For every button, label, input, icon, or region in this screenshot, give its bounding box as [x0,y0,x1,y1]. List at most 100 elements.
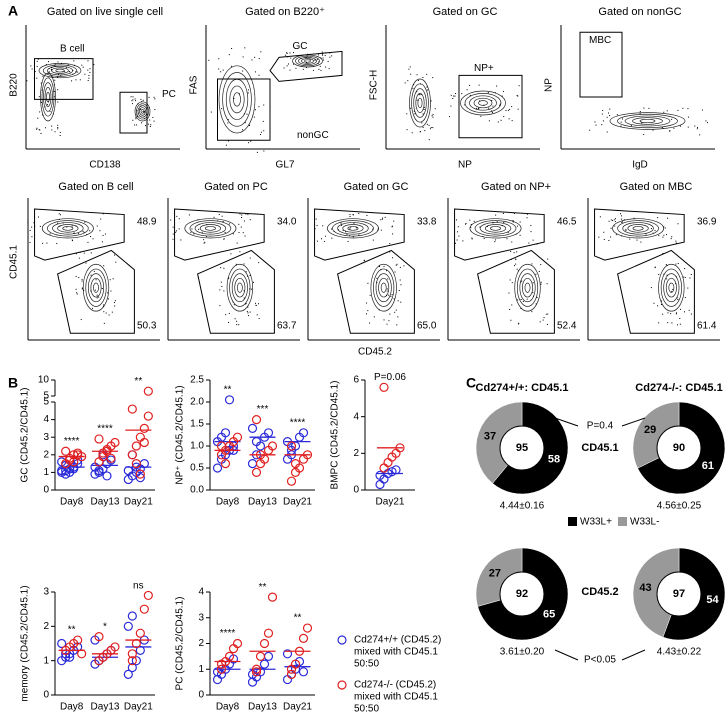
event-dot [180,239,182,241]
event-dot [670,238,672,240]
event-dot [154,98,156,100]
event-dot [244,235,246,237]
event-dot [247,89,249,91]
event-dot [255,71,257,73]
event-dot [224,231,226,233]
event-dot [416,99,418,101]
point [135,432,145,442]
event-dot [366,214,368,216]
event-dot [103,311,105,313]
event-dot [38,129,40,131]
event-dot [217,220,219,222]
event-dot [513,252,515,254]
event-dot [333,230,335,232]
contour [370,263,397,312]
event-dot [391,225,393,227]
contour [229,268,251,307]
segment-label: 43 [639,582,651,594]
event-dot [432,127,434,129]
contour [332,220,374,237]
event-dot [47,61,49,63]
event-dot [528,242,530,244]
event-dot [615,234,617,236]
event-dot [138,108,140,110]
event-dot [59,131,61,133]
point [290,459,301,469]
event-dot [347,241,349,243]
event-dot [263,104,265,106]
event-dot [340,222,342,224]
x-tick-label: Day13 [248,497,277,508]
event-dot [241,216,243,218]
event-dot [285,54,287,56]
event-dot [372,228,374,230]
event-dot [378,309,380,311]
event-dot [493,222,495,224]
event-dot [400,284,402,286]
event-dot [41,114,43,116]
event-dot [109,279,111,281]
point [131,441,141,451]
event-dot [238,223,240,225]
event-dot [88,74,90,76]
event-dot [233,304,235,306]
event-dot [110,290,112,292]
contour [417,97,423,109]
event-dot [241,214,243,216]
event-dot [395,264,397,266]
event-dot [243,220,245,222]
event-dot [483,237,485,239]
event-dot [88,77,90,79]
event-dot [501,95,503,97]
event-dot [40,132,42,134]
event-dot [386,288,388,290]
event-dot [203,242,205,244]
event-dot [621,222,623,224]
event-dot [349,213,351,215]
event-dot [458,235,460,237]
event-dot [254,109,256,111]
contour [378,277,390,298]
event-dot [27,219,29,221]
event-dot [56,242,58,244]
y-tick-label: 4 [43,414,49,425]
event-dot [671,290,673,292]
contour [411,83,429,123]
event-dot [102,234,104,236]
event-dot [236,242,238,244]
y-tick-label: 2 [43,449,49,460]
event-dot [705,120,707,122]
event-dot [53,91,55,93]
event-dot [413,110,415,112]
event-dot [71,80,73,82]
event-dot [453,95,455,97]
event-dot [667,322,669,324]
event-dot [610,236,612,238]
legend-marker [337,680,347,690]
event-dot [518,322,520,324]
y-tick-label: 3 [43,432,49,443]
contour [490,226,501,231]
flow-title: Gated on B cell [58,181,133,193]
contour [373,268,395,307]
event-dot [239,251,241,253]
contour [663,273,680,303]
legend-label: mixed with CD45.1 [354,692,438,703]
event-dot [258,106,260,108]
event-dot [172,226,174,228]
y-tick-label: 2.0 [190,397,204,408]
event-dot [676,324,678,326]
event-dot [654,230,656,232]
event-dot [389,243,391,245]
y-tick-label: 10 [38,375,50,386]
event-dot [520,298,522,300]
event-dot [517,108,519,110]
event-dot [517,299,519,301]
event-dot [508,292,510,294]
event-dot [54,90,56,92]
event-dot [140,108,142,110]
flow-x-label: NP [458,160,472,171]
event-dot [601,113,603,115]
